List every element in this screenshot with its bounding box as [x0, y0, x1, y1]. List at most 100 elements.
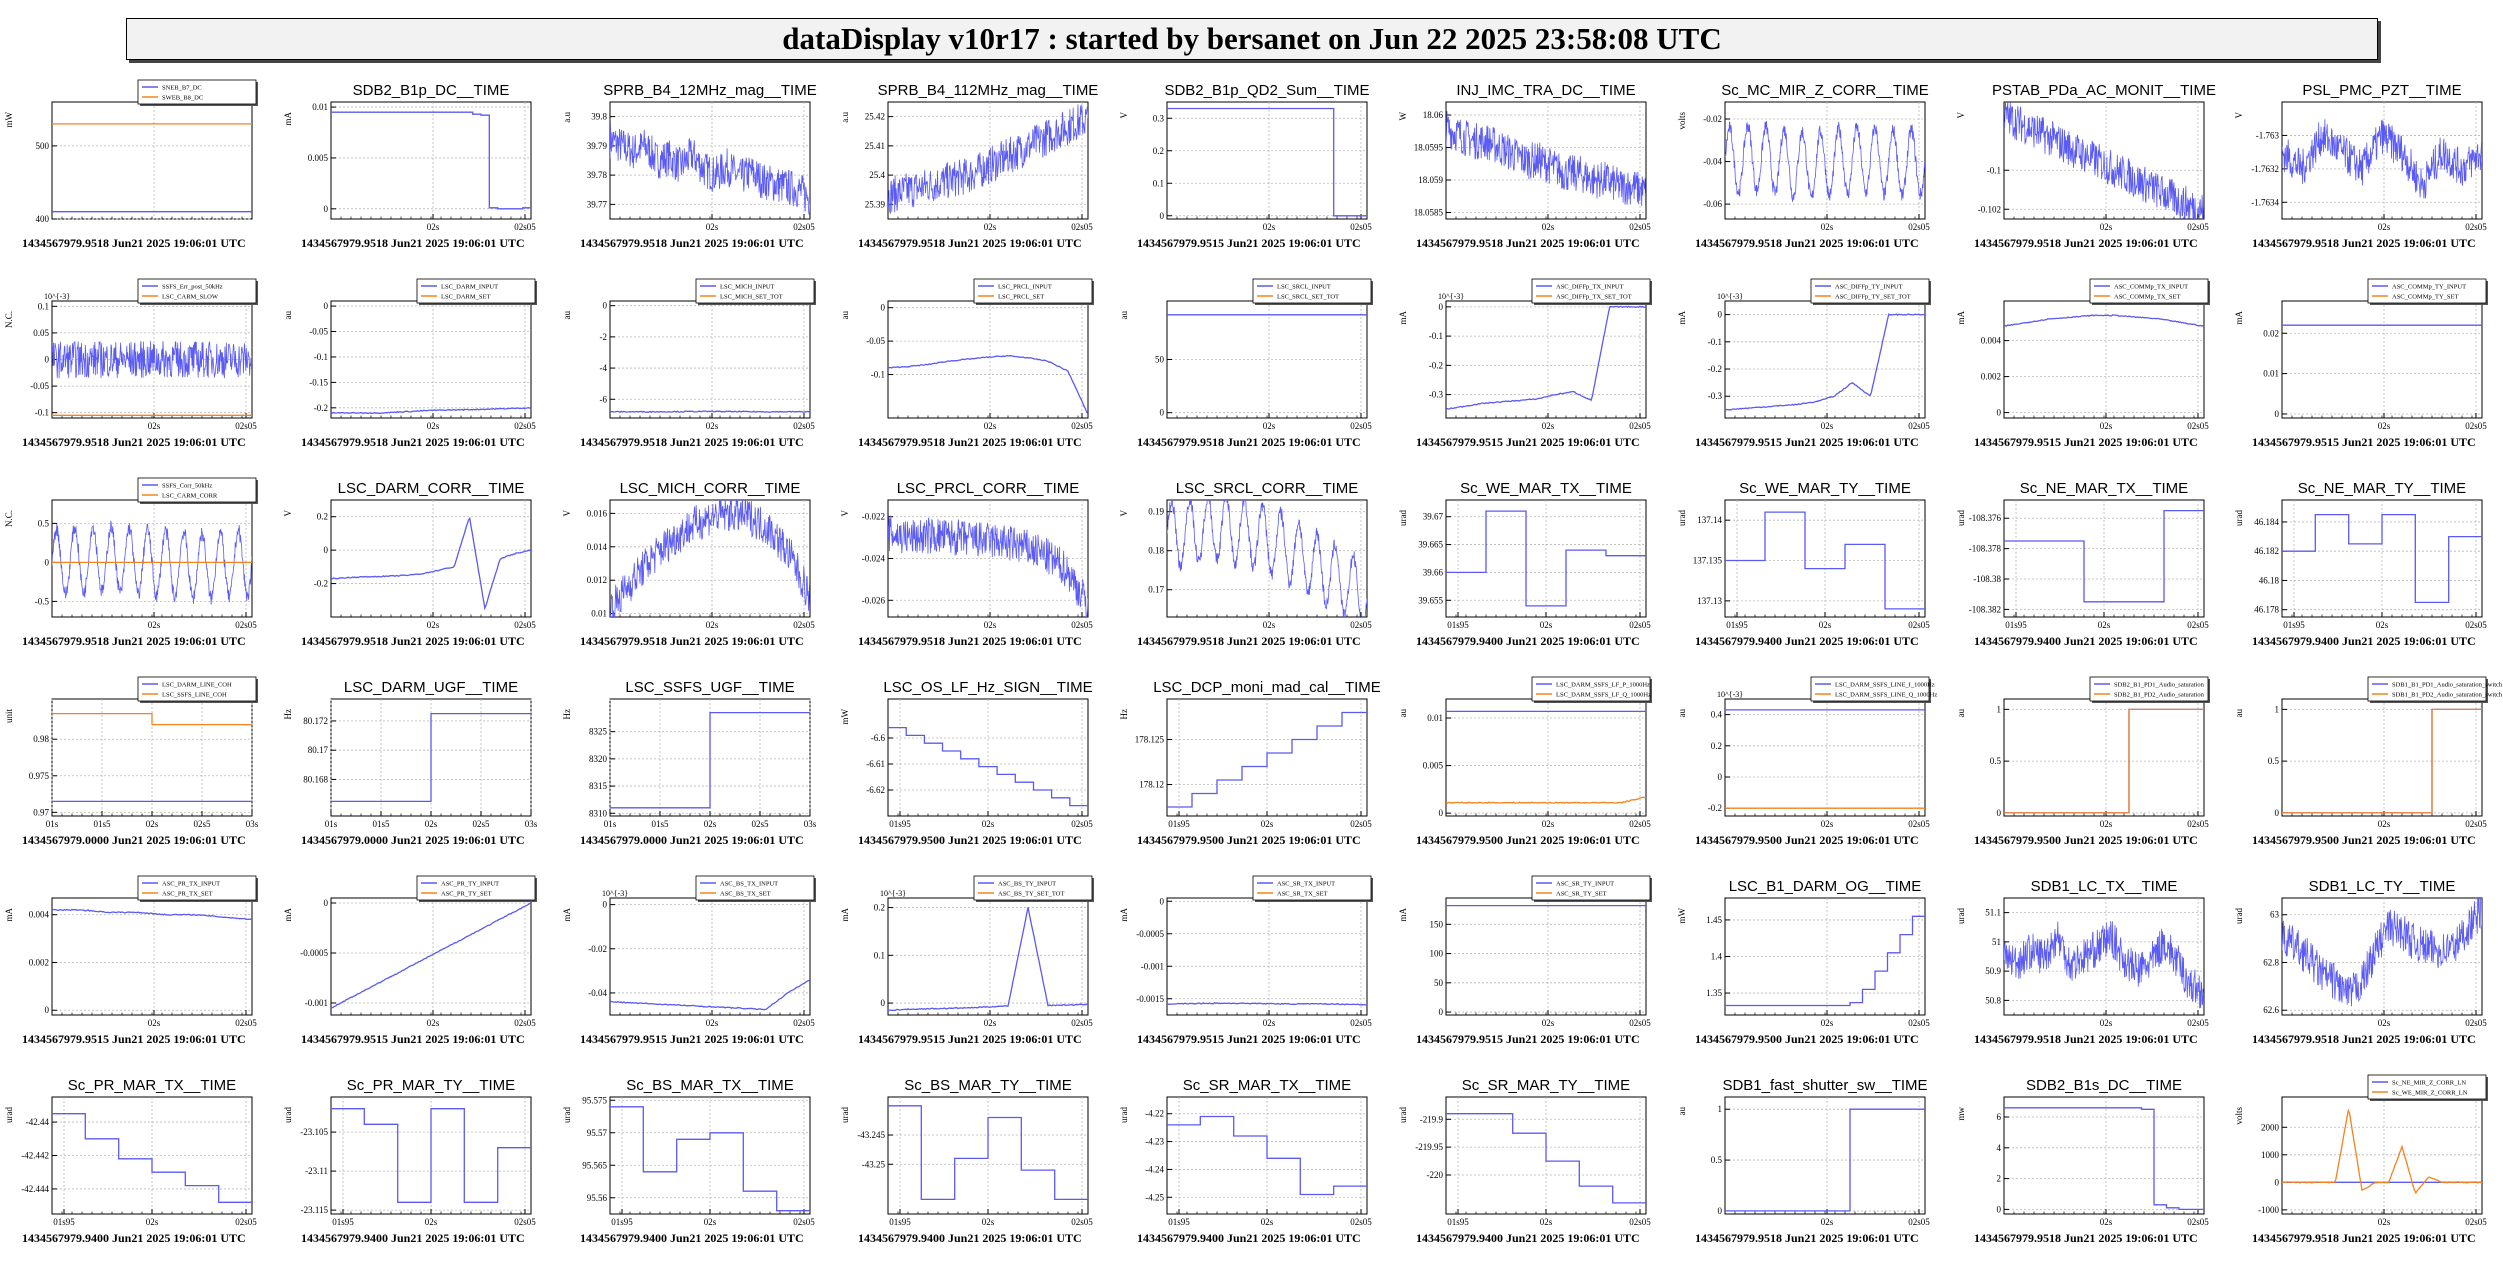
x-tick-label: 01s95	[889, 1217, 911, 1227]
y-tick-label: -0.1	[871, 370, 885, 380]
x-tick-label: 02s	[982, 819, 995, 829]
y-tick-label: 39.78	[587, 170, 608, 180]
y-axis-label: urad	[283, 1107, 293, 1123]
y-tick-label: 0.004	[1981, 336, 2002, 346]
y-tick-label: 0	[1718, 1206, 1723, 1216]
y-tick-label: 0	[1160, 408, 1165, 418]
timestamp-label: 1434567979.9518 Jun21 2025 19:06:01 UTC	[301, 634, 525, 648]
y-tick-label: 0.014	[587, 542, 608, 552]
y-tick-label: 178.125	[1135, 735, 1165, 745]
chart-panel: au -6 -4 -2 0 02s 02s05 LSC_MICH_INPUT LSC_MICH_…	[562, 278, 816, 449]
legend-box	[2367, 278, 2487, 304]
legend-label: ASC_PR_TY_SET	[441, 891, 492, 898]
legend-box	[137, 477, 257, 503]
legend-box	[1252, 875, 1372, 901]
legend-label: LSC_DARM_SSFS_LF_Q_1000Hz	[1556, 692, 1651, 699]
y-tick-label: 0.2	[1711, 741, 1722, 751]
y-tick-label: -23.11	[305, 1166, 328, 1176]
y-tick-label: -219.95	[1415, 1142, 1443, 1152]
chart-title: LSC_SSFS_UGF__TIME	[625, 679, 794, 696]
timestamp-label: 1434567979.9400 Jun21 2025 19:06:01 UTC	[301, 1231, 525, 1245]
y-tick-label: -1.7632	[2251, 164, 2279, 174]
y-axis-label: mA	[2234, 310, 2244, 324]
chart-panel: SDB2_B1p_DC__TIME mA 0 0.005 0.01 02s 02s05 143…	[283, 82, 536, 250]
y-tick-label: 0.97	[33, 807, 49, 817]
y-tick-label: 0	[45, 1005, 50, 1015]
chart-title: SDB1_LC_TX__TIME	[2031, 878, 2178, 895]
chart-title: SDB2_B1s_DC__TIME	[2026, 1077, 2182, 1094]
legend-label: ASC_COMMp_TX_INPUT	[2114, 284, 2188, 291]
y-tick-label: -220	[1427, 1170, 1444, 1180]
x-tick-label: 02s	[2378, 1217, 2391, 1227]
y-tick-label: -108.38	[1973, 574, 2001, 584]
series-line	[331, 902, 531, 1009]
legend-box	[137, 875, 257, 901]
series-line	[610, 1106, 810, 1212]
y-tick-label: -0.102	[1978, 204, 2001, 214]
x-tick-label: 01s95	[1447, 1217, 1469, 1227]
chart-panel: LSC_PRCL_CORR__TIME V -0.026 -0.024 -0.022 02…	[840, 480, 1093, 648]
x-tick-label: 02s05	[1350, 1018, 1372, 1028]
x-tick-label: 02s05	[1629, 1018, 1651, 1028]
x-tick-label: 02s	[2098, 620, 2111, 630]
y-tick-label: 39.77	[587, 199, 608, 209]
x-tick-label: 02s05	[793, 421, 815, 431]
legend-box	[2089, 278, 2209, 304]
plot-frame	[887, 897, 1089, 1016]
x-tick-label: 02s	[1540, 1217, 1553, 1227]
series-line	[610, 124, 810, 215]
y-tick-label: 0	[1439, 302, 1444, 312]
chart-title: SPRB_B4_112MHz_mag__TIME	[878, 82, 1099, 99]
legend-label: LSC_DARM_LINE_COH	[162, 682, 232, 689]
chart-panel: mW 400 500 SNEB_B7_DC SWEB_B8_DC 1434567979.9…	[4, 79, 258, 250]
legend-label: ASC_BS_TY_INPUT	[998, 881, 1056, 888]
plot-frame	[2003, 698, 2205, 817]
chart-panel: SPRB_B4_112MHz_mag__TIME a.u 25.39 25.4 25.4…	[840, 82, 1098, 250]
chart-title: Sc_MC_MIR_Z_CORR__TIME	[1721, 82, 1929, 99]
legend-box	[137, 278, 257, 304]
x-tick-label: 02s05	[2465, 1018, 2487, 1028]
legend-box	[2367, 676, 2487, 702]
chart-panel: PSTAB_PDa_AC_MONIT__TIME V -0.102 -0.1 02s 02…	[1956, 82, 2216, 250]
x-tick-label: 02s	[1821, 1018, 1834, 1028]
y-axis-label: unit	[4, 709, 14, 724]
timestamp-label: 1434567979.9400 Jun21 2025 19:06:01 UTC	[1695, 634, 1919, 648]
chart-panel: N.C. -0.5 0 0.5 02s 02s05 SSFS_Corr_50kHz LSC_C…	[4, 477, 258, 648]
x-tick-label: 02s05	[2187, 1217, 2209, 1227]
page-title: dataDisplay v10r17 : started by bersanet…	[126, 18, 2378, 60]
x-tick-label: 02s05	[1350, 620, 1372, 630]
chart-panel: INJ_IMC_TRA_DC__TIME W 18.0585 18.059 18.059…	[1398, 82, 1651, 250]
legend-box	[2367, 1074, 2487, 1100]
legend-box	[695, 875, 815, 901]
y-tick-label: 0.2	[1153, 146, 1164, 156]
series-line	[2282, 1108, 2482, 1195]
y-tick-label: 39.67	[1423, 512, 1444, 522]
legend-label: SDB2_B1_PD1_Audio_saturation	[2114, 682, 2205, 689]
legend-label: ASC_SR_TY_INPUT	[1556, 881, 1614, 888]
timestamp-label: 1434567979.9518 Jun21 2025 19:06:01 UTC	[2252, 1231, 2476, 1245]
y-tick-label: -6.62	[866, 785, 885, 795]
timestamp-label: 1434567979.9400 Jun21 2025 19:06:01 UTC	[580, 1231, 804, 1245]
y-tick-label: 0.18	[1148, 546, 1164, 556]
y-axis-label: mW	[840, 708, 850, 724]
y-axis-label: au	[840, 311, 850, 320]
x-tick-label: 01s95	[889, 819, 911, 829]
y-axis-label: V	[562, 510, 572, 517]
timestamp-label: 1434567979.9500 Jun21 2025 19:06:01 UTC	[858, 833, 1082, 847]
y-tick-label: 0.98	[33, 734, 49, 744]
y-axis-label: au	[1677, 1107, 1687, 1116]
x-tick-label: 02s	[425, 1217, 438, 1227]
legend-label: SDB1_B1_PD1_Audio_saturation_switch	[2392, 682, 2503, 689]
y-axis-label: V	[2234, 112, 2244, 119]
plot-frame	[330, 101, 532, 220]
y-tick-label: -0.1	[1708, 337, 1722, 347]
x-tick-label: 02s05	[1908, 819, 1930, 829]
y-tick-label: -4.22	[1145, 1109, 1164, 1119]
y-tick-label: 18.0585	[1414, 208, 1444, 218]
x-tick-label: 02s5	[193, 819, 211, 829]
